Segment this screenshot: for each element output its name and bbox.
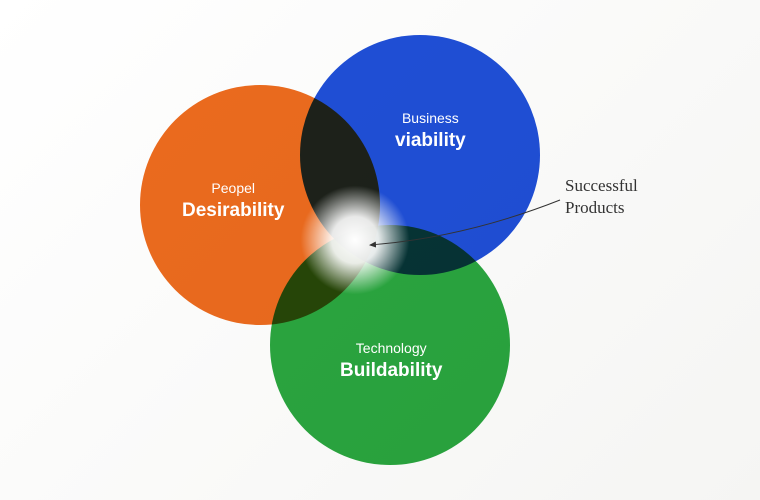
callout-line1: Successful: [565, 176, 638, 195]
callout-text: Successful Products: [565, 175, 638, 219]
circle-technology: [270, 225, 510, 465]
venn-diagram: Peopel Desirability Business viability T…: [0, 0, 760, 500]
callout-line2: Products: [565, 198, 625, 217]
